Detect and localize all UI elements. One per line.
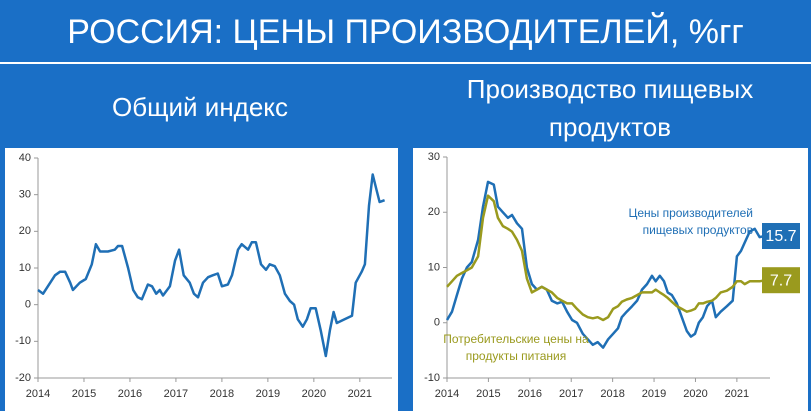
end-label-box (762, 267, 800, 294)
y-tick-label: 40 (19, 152, 31, 164)
y-tick-label: -10 (424, 372, 440, 384)
x-tick-label: 2015 (476, 388, 500, 400)
x-tick-label: 2021 (348, 388, 372, 400)
y-tick-label: 30 (19, 189, 31, 201)
chart: -20 -10 0 10 20 30 40 2014 2015 2016 2017 2018 2019 2… (15, 152, 392, 400)
x-tick-label: 2018 (600, 388, 624, 400)
chart-title: Общий индекс (112, 92, 288, 122)
x-tick-label: 2019 (642, 388, 666, 400)
chart-panel: -20 -10 0 10 20 30 40 2014 2015 2016 2017 2018 2019 2… (5, 148, 398, 411)
y-tick-label: -10 (15, 335, 31, 347)
y-tick-label: 10 (19, 262, 31, 274)
x-tick-label: 2014 (435, 388, 459, 400)
chart-panel: -10 0 10 20 30 2014 2015 2016 2017 2018 2019 2020 20… (413, 148, 808, 411)
legend-label: Цены производителей пищевых продуктов (628, 206, 753, 237)
x-tick-label: 2020 (683, 388, 707, 400)
x-tick-label: 2016 (518, 388, 542, 400)
y-tick-label: 20 (19, 225, 31, 237)
x-tick-label: 2021 (725, 388, 749, 400)
legend-label: Потребительские цены на продукты питания (443, 332, 589, 363)
series-line (37, 173, 386, 358)
end-label: 7.7 (770, 272, 792, 289)
x-tick-label: 2016 (118, 388, 142, 400)
x-tick-label: 2020 (302, 388, 326, 400)
y-tick-label: 20 (428, 206, 440, 218)
y-tick-label: 30 (428, 151, 440, 163)
x-tick-label: 2014 (26, 388, 50, 400)
x-tick-label: 2019 (256, 388, 280, 400)
y-tick-label: 10 (428, 261, 440, 273)
slide-title: РОССИЯ: ЦЕНЫ ПРОИЗВОДИТЕЛЕЙ, %гг (0, 0, 811, 64)
series-line (446, 194, 766, 322)
x-tick-label: 2017 (559, 388, 583, 400)
y-tick-label: 0 (434, 317, 440, 329)
chart-title: Производство пищевых продуктов (466, 74, 754, 142)
y-tick-label: 0 (25, 299, 31, 311)
end-label: 15.7 (765, 228, 796, 245)
x-tick-label: 2015 (72, 388, 96, 400)
x-tick-label: 2017 (164, 388, 188, 400)
y-tick-label: -20 (15, 372, 31, 384)
x-tick-label: 2018 (210, 388, 234, 400)
end-label-box (762, 223, 800, 250)
chart: -10 0 10 20 30 2014 2015 2016 2017 2018 2019 2020 20… (424, 151, 800, 400)
